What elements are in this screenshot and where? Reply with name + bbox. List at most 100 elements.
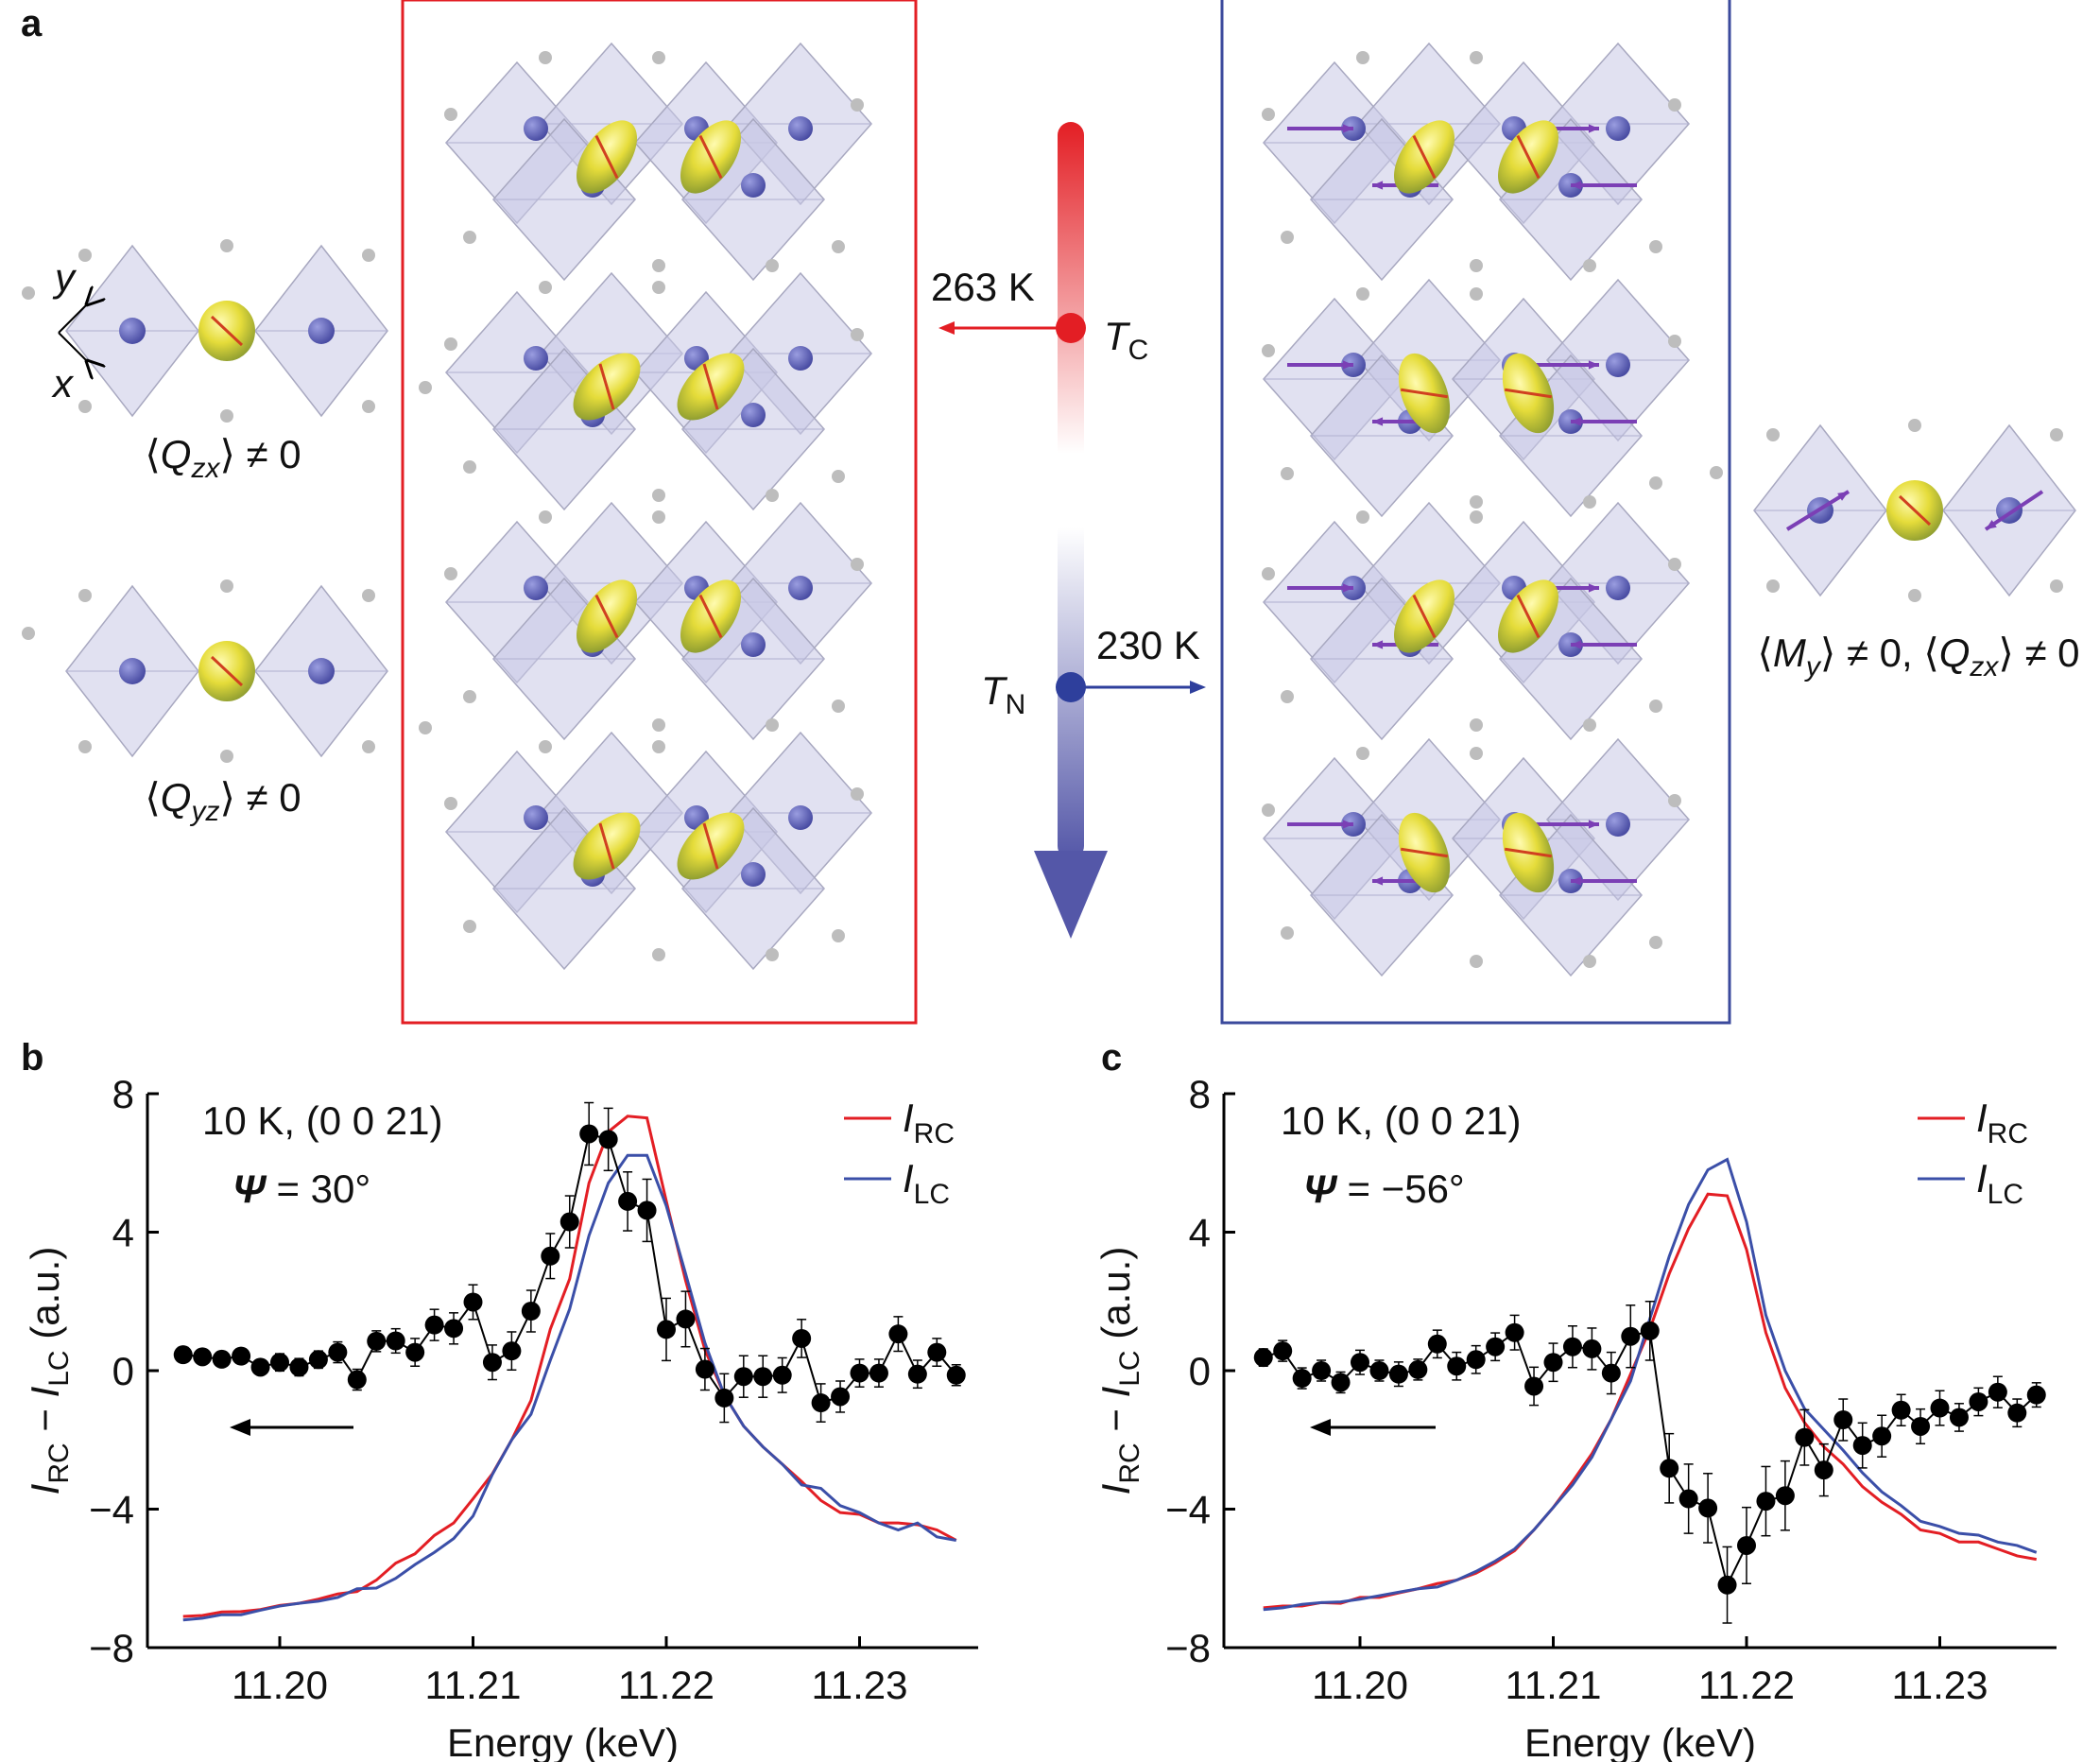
data-point bbox=[598, 1130, 618, 1149]
series-line-lc bbox=[1263, 1157, 2038, 1612]
series-line-rc bbox=[1263, 1192, 2038, 1610]
panel-label-b: b bbox=[21, 1037, 43, 1079]
data-point bbox=[232, 1346, 251, 1366]
psi-annotation: Ψ = −56° bbox=[1303, 1166, 1465, 1211]
chart-b: b 8 4 0 −4 −8 11.20 11.21 11.22 11.23 Energy (keV)… bbox=[21, 1037, 978, 1762]
data-point bbox=[347, 1370, 367, 1390]
data-point bbox=[424, 1315, 444, 1335]
data-point bbox=[676, 1309, 696, 1329]
data-point bbox=[1678, 1489, 1698, 1509]
oxygen-dot bbox=[652, 718, 665, 732]
data-point bbox=[1621, 1326, 1641, 1346]
oxygen-dot bbox=[1356, 747, 1369, 760]
x-tick-label: 11.23 bbox=[812, 1663, 908, 1707]
data-point bbox=[1775, 1486, 1795, 1506]
oxygen-dot bbox=[1470, 718, 1483, 732]
oxygen-dot bbox=[1583, 259, 1596, 272]
data-point bbox=[850, 1363, 869, 1383]
data-point bbox=[1911, 1416, 1931, 1436]
blue-box-structures bbox=[1262, 42, 1691, 977]
panel-label-c: c bbox=[1101, 1037, 1122, 1079]
oxygen-dot bbox=[1470, 495, 1483, 509]
data-point bbox=[1969, 1391, 1988, 1411]
oxygen-dot bbox=[1668, 98, 1681, 112]
data-point bbox=[270, 1353, 289, 1373]
qyz-label: ⟨Qyz⟩ ≠ 0 bbox=[145, 775, 301, 827]
data-point bbox=[521, 1302, 541, 1322]
data-point bbox=[1524, 1376, 1544, 1396]
y-tick-label: 0 bbox=[1189, 1349, 1211, 1393]
x-tick-label: 11.22 bbox=[618, 1663, 714, 1707]
tc-dot bbox=[1056, 313, 1086, 343]
oxygen-dot bbox=[1262, 803, 1275, 817]
blue-box-antiferromagnetic-phase bbox=[1220, 0, 1731, 1025]
oxygen-dot bbox=[444, 108, 457, 121]
data-point bbox=[1562, 1337, 1582, 1356]
data-point bbox=[1253, 1348, 1273, 1368]
oxygen-dot bbox=[1356, 510, 1369, 524]
ion-sphere bbox=[524, 576, 548, 600]
tn-symbol: TN bbox=[981, 668, 1025, 720]
oxygen-dot bbox=[1470, 259, 1483, 272]
oxygen-dot bbox=[1470, 747, 1483, 760]
ion-sphere bbox=[1606, 576, 1630, 600]
data-point bbox=[1930, 1398, 1950, 1418]
data-point bbox=[1601, 1363, 1621, 1383]
data-point bbox=[502, 1341, 522, 1361]
oxygen-dot bbox=[1356, 287, 1369, 301]
data-point bbox=[831, 1387, 851, 1407]
magnetic-moment-arrow bbox=[1785, 490, 1850, 531]
oxygen-dot bbox=[1766, 428, 1780, 441]
oxygen-dot bbox=[1470, 510, 1483, 524]
oxygen-dot bbox=[1908, 589, 1921, 602]
oxygen-dot bbox=[652, 489, 665, 502]
x-tick-label: 11.20 bbox=[1312, 1663, 1408, 1707]
oxygen-dot bbox=[832, 240, 845, 253]
oxygen-dot bbox=[2050, 579, 2063, 593]
qzx-label: ⟨Qzx⟩ ≠ 0 bbox=[145, 432, 301, 484]
oxygen-dot bbox=[444, 797, 457, 810]
y-tick-label: −8 bbox=[89, 1626, 134, 1670]
data-point bbox=[1292, 1369, 1312, 1389]
condition-annotation: 10 K, (0 0 21) bbox=[202, 1098, 442, 1143]
oxygen-dot bbox=[362, 740, 375, 753]
oxygen-dot bbox=[1649, 476, 1662, 490]
data-point bbox=[753, 1367, 773, 1387]
data-point bbox=[193, 1347, 213, 1367]
y-tick-label: 8 bbox=[1189, 1072, 1211, 1116]
oxygen-dot bbox=[851, 787, 864, 801]
oxygen-dot bbox=[851, 558, 864, 571]
oxygen-dot bbox=[362, 589, 375, 602]
data-point bbox=[541, 1246, 560, 1266]
oxygen-dot bbox=[1470, 51, 1483, 64]
y-axis-label: IRC − ILC (a.u.) bbox=[1093, 1247, 1145, 1495]
data-point bbox=[2026, 1385, 2046, 1405]
ion-sphere bbox=[741, 862, 766, 887]
oxygen-dot bbox=[766, 489, 779, 502]
data-point bbox=[1273, 1341, 1293, 1361]
data-point bbox=[386, 1331, 405, 1351]
oxygen-dot bbox=[463, 920, 476, 933]
data-point bbox=[1486, 1337, 1506, 1356]
oxygen-dot bbox=[1281, 231, 1294, 244]
left-structures bbox=[22, 239, 432, 763]
tn-temperature: 230 K bbox=[1096, 623, 1200, 667]
oxygen-dot bbox=[1583, 718, 1596, 732]
data-point bbox=[1833, 1410, 1853, 1430]
my-qzx-label: ⟨My⟩ ≠ 0, ⟨Qzx⟩ ≠ 0 bbox=[1757, 631, 2079, 682]
ion-sphere bbox=[119, 658, 146, 684]
oxygen-dot bbox=[78, 589, 92, 602]
red-box-ferroquadrupole-phase bbox=[401, 0, 918, 1025]
oxygen-dot bbox=[766, 718, 779, 732]
y-tick-label: 4 bbox=[112, 1211, 134, 1255]
ion-sphere bbox=[741, 632, 766, 657]
ion-sphere bbox=[1606, 116, 1630, 141]
data-point bbox=[946, 1365, 966, 1385]
oxygen-dot bbox=[832, 470, 845, 483]
oxygen-dot bbox=[1281, 467, 1294, 480]
right-structure bbox=[1710, 419, 2076, 602]
y-tick-label: 8 bbox=[112, 1072, 134, 1116]
data-point bbox=[1388, 1364, 1408, 1384]
ion-sphere bbox=[1606, 812, 1630, 837]
